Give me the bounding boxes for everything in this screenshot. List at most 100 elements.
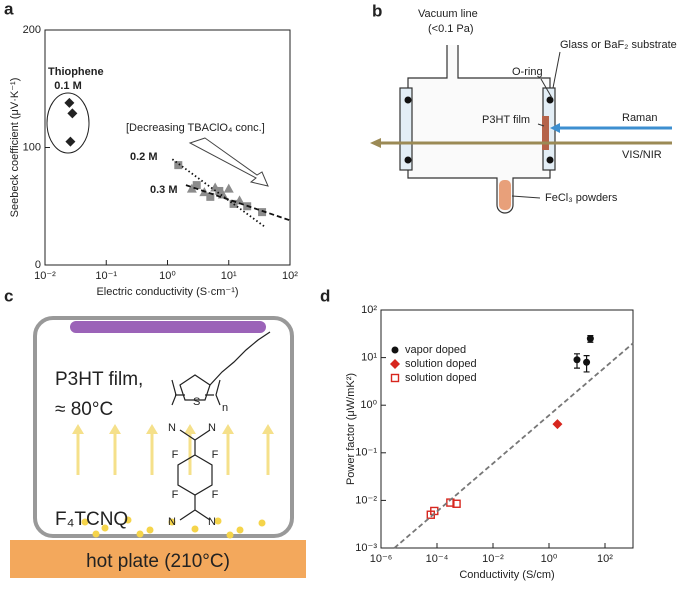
- arrow-head: [109, 424, 121, 434]
- x-tick-label: 10²: [282, 270, 298, 282]
- y-tick-label: 200: [23, 24, 41, 36]
- dopant-dot: [168, 518, 176, 526]
- point: [192, 181, 201, 190]
- panel-label: b: [372, 1, 382, 20]
- y-axis-label: Seebeck coefficient (μV·K⁻¹): [9, 78, 21, 218]
- label: O-ring: [512, 66, 543, 78]
- dopant-dot: [136, 530, 144, 538]
- dopant-dot: [191, 525, 199, 533]
- point: [229, 199, 238, 208]
- pointer: [552, 51, 561, 89]
- atom: N: [168, 422, 176, 434]
- x-axis-label: Electric conductivity (S·cm⁻¹): [96, 286, 238, 298]
- y-tick-label: 100: [23, 141, 41, 153]
- label: ≈ 80°C: [55, 399, 113, 420]
- o-rings: [404, 96, 554, 164]
- x-tick-label: 10⁻¹: [95, 270, 117, 282]
- p3ht-structure: [171, 331, 271, 406]
- atom: F: [212, 489, 219, 501]
- ellipse: [46, 92, 90, 154]
- point: [586, 335, 594, 343]
- legend-marker: [390, 359, 400, 369]
- atom: S: [193, 396, 200, 408]
- dopant-dot: [226, 531, 234, 539]
- x-axis-label: Conductivity (S/cm): [459, 569, 554, 581]
- dopant-dot: [214, 517, 222, 525]
- legend-marker: [391, 346, 399, 354]
- legend-label: vapor doped: [405, 344, 466, 356]
- atom: F: [172, 449, 179, 461]
- label: (<0.1 Pa): [428, 23, 474, 35]
- point: [64, 97, 75, 108]
- legend-marker: [390, 373, 400, 383]
- point: [452, 499, 461, 508]
- point: [583, 358, 591, 366]
- x-tick-label: 10⁰: [541, 553, 558, 565]
- pointer: [540, 78, 553, 99]
- arrow-head: [550, 123, 560, 133]
- atom: n: [222, 402, 228, 414]
- arrow-head: [72, 424, 84, 434]
- point: [67, 108, 78, 119]
- fit-line: [393, 342, 634, 549]
- point: [206, 192, 215, 201]
- y-axis-label: Power factor (μW/mK²): [345, 373, 357, 485]
- label: FeCl₃ powders: [545, 192, 618, 204]
- y-tick-label: 10⁻¹: [355, 447, 377, 459]
- arrow-head: [262, 424, 274, 434]
- x-tick-label: 10⁰: [159, 270, 176, 282]
- y-tick-label: 10¹: [361, 352, 377, 364]
- fit-line: [171, 158, 267, 229]
- point: [258, 208, 267, 217]
- x-tick-label: 10⁻²: [482, 553, 504, 565]
- atom: N: [208, 422, 216, 434]
- atoms: N N N N F F F F: [168, 422, 219, 528]
- annotation: 0.2 M: [130, 151, 158, 163]
- y-tick-label: 0: [35, 259, 41, 271]
- film: [542, 116, 549, 150]
- label: Glass or BaF₂ substrate: [560, 39, 677, 51]
- y-tick-label: 10⁻²: [355, 494, 377, 506]
- atom: F: [172, 489, 179, 501]
- pointer: [511, 195, 541, 199]
- x-tick-label: 10⁻⁶: [370, 553, 393, 565]
- atom: F: [212, 449, 219, 461]
- point: [186, 183, 197, 193]
- annotation: 0.3 M: [150, 184, 178, 196]
- point: [65, 136, 76, 147]
- y-tick-label: 10⁻³: [355, 542, 377, 554]
- dopant-dot: [101, 524, 109, 532]
- trend-arrow: [188, 137, 269, 187]
- f4tcnq-structure: [177, 429, 213, 521]
- point: [234, 195, 245, 205]
- dopant-dot: [124, 516, 132, 524]
- substrate: [70, 321, 266, 333]
- atom: N: [168, 516, 176, 528]
- point: [223, 183, 234, 193]
- vapor-arrows: [72, 424, 274, 539]
- panel-label: c: [4, 286, 13, 305]
- annotation: Thiophene: [48, 66, 104, 78]
- x-tick-label: 10⁻²: [34, 270, 56, 282]
- point: [174, 161, 183, 170]
- dopant-dot: [236, 526, 244, 534]
- label: F₄TCNQ: [55, 509, 128, 530]
- arrow-head: [146, 424, 158, 434]
- x-tick-label: 10²: [597, 553, 613, 565]
- annotation: [Decreasing TBAClO₄ conc.]: [126, 122, 265, 134]
- hot-plate: [10, 540, 306, 578]
- y-tick-label: 10⁰: [360, 399, 377, 411]
- panel-label: d: [320, 286, 330, 305]
- point: [573, 356, 581, 364]
- label: VIS/NIR: [622, 149, 662, 161]
- point: [552, 419, 563, 430]
- dopant-dot: [258, 519, 266, 527]
- label: hot plate (210°C): [86, 551, 230, 572]
- label: P3HT film,: [55, 369, 143, 390]
- dopant-dot: [146, 526, 154, 534]
- label: P3HT film: [482, 114, 530, 126]
- point: [210, 182, 221, 192]
- dopant-dot: [81, 518, 89, 526]
- legend-label: solution doped: [405, 358, 477, 370]
